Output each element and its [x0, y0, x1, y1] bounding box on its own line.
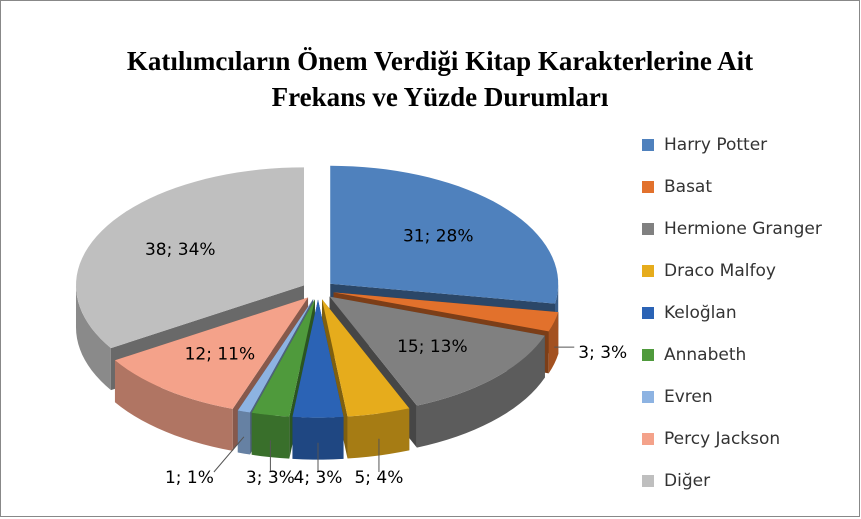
legend-swatch — [642, 139, 654, 151]
data-label: 15; 13% — [397, 337, 468, 357]
slice-side — [416, 335, 545, 448]
slice-side — [237, 410, 251, 455]
slice — [329, 296, 545, 406]
legend-label: Draco Malfoy — [664, 261, 776, 281]
slice-side — [548, 312, 559, 374]
legend-label: Hermione Granger — [664, 219, 822, 239]
legend-swatch — [642, 307, 654, 319]
slice — [292, 299, 344, 418]
slice-side — [114, 360, 233, 451]
data-label: 3; 3% — [246, 468, 295, 488]
legend-label: Percy Jackson — [664, 429, 780, 449]
slice — [321, 299, 410, 417]
legend-swatch — [642, 265, 654, 277]
legend-swatch — [642, 181, 654, 193]
chart-title: Katılımcıların Önem Verdiği Kitap Karakt… — [127, 46, 753, 76]
slice — [76, 167, 304, 349]
data-label: 31; 28% — [403, 227, 474, 247]
legend-swatch — [642, 223, 654, 235]
data-label: 38; 34% — [145, 240, 216, 260]
legend-swatch — [642, 349, 654, 361]
legend-label: Harry Potter — [664, 135, 767, 155]
legend-label: Basat — [664, 177, 712, 197]
legend-label: Diğer — [664, 471, 710, 491]
slice-side — [75, 285, 111, 391]
slice-side — [292, 416, 344, 460]
slice — [237, 299, 314, 413]
slice-side — [347, 408, 410, 459]
legend-label: Keloğlan — [664, 303, 737, 323]
slice-side — [251, 412, 290, 459]
slice — [333, 292, 559, 332]
slice — [114, 297, 309, 409]
data-label: 1; 1% — [165, 468, 214, 488]
data-label: 4; 3% — [294, 468, 343, 488]
slice — [251, 299, 315, 417]
legend-swatch — [642, 475, 654, 487]
leader-line — [213, 436, 245, 473]
chart-title: Frekans ve Yüzde Durumları — [272, 82, 609, 112]
legend-swatch — [642, 433, 654, 445]
data-label: 5; 4% — [354, 468, 403, 488]
legend-label: Evren — [664, 387, 713, 407]
data-label: 12; 11% — [185, 345, 256, 365]
slice — [330, 165, 559, 304]
legend-label: Annabeth — [664, 345, 746, 365]
legend-swatch — [642, 391, 654, 403]
data-label: 3; 3% — [578, 343, 627, 363]
